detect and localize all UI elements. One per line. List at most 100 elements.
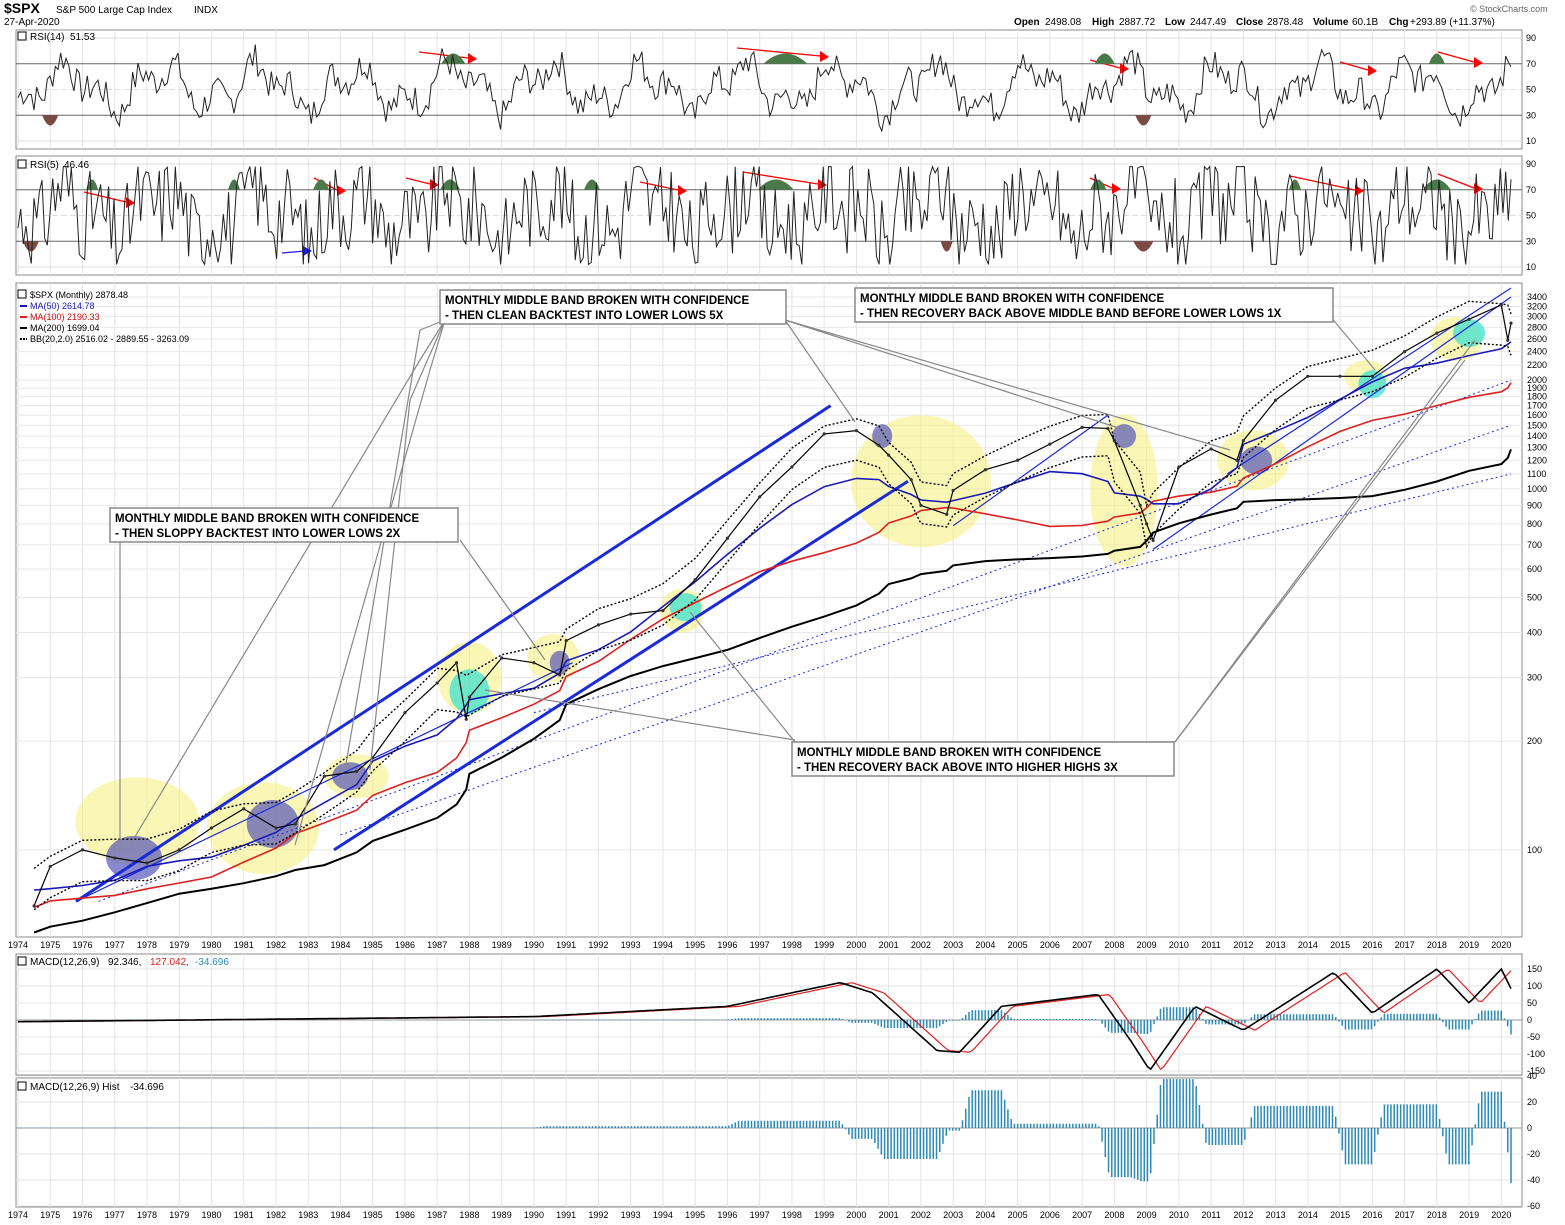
callout-clean-backtest: MONTHLY MIDDLE BAND BROKEN WITH CONFIDEN…: [439, 289, 787, 325]
callout-box: [854, 287, 1334, 323]
x-tick-label: 2002: [911, 940, 931, 950]
overbought-fill: [440, 179, 461, 190]
y-tick-label: 30: [1526, 110, 1536, 120]
rsi5-label: RSI(5): [30, 160, 59, 171]
x-tick-label: 1988: [459, 1210, 479, 1220]
price-point: [596, 623, 601, 627]
callout-box: [439, 289, 787, 325]
trend-line: [1226, 287, 1512, 475]
divergence-arrow-icon: [1474, 183, 1483, 194]
price-point: [274, 826, 278, 830]
x-tick-label: 1997: [750, 940, 770, 950]
rsi14-value: 51.53: [70, 32, 95, 43]
price-point: [32, 904, 36, 908]
y-tick-label: -150: [1527, 1066, 1545, 1076]
macd-label-group: MACD(12,26,9) 92.346, 127.042, -34.696: [17, 956, 229, 968]
y-tick-label: 10: [1526, 262, 1536, 272]
macd-value2: 127.042,: [150, 957, 189, 968]
y-tick-label: 0: [1527, 1123, 1532, 1133]
price-point: [354, 769, 359, 773]
rsi14-toggle-icon[interactable]: [17, 31, 27, 41]
x-tick-label: 1974: [8, 940, 28, 950]
divergence-line: [1437, 173, 1475, 189]
x-tick-label: 2020: [1491, 1210, 1511, 1220]
x-tick-label: 1975: [40, 1210, 60, 1220]
macd-value1: 92.346,: [108, 957, 141, 968]
x-tick-label: 2016: [1362, 1210, 1382, 1220]
rsi5-toggle-icon[interactable]: [17, 159, 27, 169]
callout-sloppy-backtest: MONTHLY MIDDLE BAND BROKEN WITH CONFIDEN…: [109, 507, 459, 543]
overbought-fill: [583, 179, 600, 190]
trend-line: [98, 379, 1512, 902]
x-tick-label: 2020: [1491, 940, 1511, 950]
x-tick-label: 1985: [363, 1210, 383, 1220]
price-legend: $SPX (Monthly) 2878.48 MA(50) 2614.78 MA…: [17, 289, 189, 344]
x-tick-label: 2019: [1459, 1210, 1479, 1220]
x-tick-label: 1982: [266, 1210, 286, 1220]
price-point: [242, 807, 246, 811]
highlight-ellipse: [549, 650, 570, 675]
callout-line2: - THEN RECOVERY BACK ABOVE MIDDLE BAND B…: [860, 308, 1282, 320]
y-tick-label: 90: [1526, 33, 1536, 43]
price-point: [1209, 447, 1213, 451]
price-toggle-icon[interactable]: [17, 289, 27, 299]
trend-line: [333, 479, 909, 852]
y-tick-label: 2200: [1527, 360, 1547, 370]
highlight-ellipse: [1358, 370, 1387, 399]
x-tick-label: 1977: [105, 1210, 125, 1220]
x-tick-label: 2007: [1072, 1210, 1092, 1220]
divergence-line: [1089, 59, 1121, 69]
volume-value: 60.1B: [1352, 17, 1378, 28]
rsi14-label-group: RSI(14) 51.53: [17, 31, 95, 43]
trend-line: [952, 414, 1109, 527]
x-tick-label: 2018: [1427, 1210, 1447, 1220]
y-tick-label: 600: [1527, 564, 1542, 574]
macd-toggle-icon[interactable]: [17, 956, 27, 966]
x-tick-label: 1981: [234, 1210, 254, 1220]
x-tick-label: 2003: [943, 1210, 963, 1220]
x-tick-label: 2001: [879, 940, 899, 950]
highlight-ellipse: [1090, 414, 1159, 567]
price-point: [909, 478, 913, 482]
legend-ma50: MA(50) 2614.78: [30, 301, 95, 311]
x-tick-label: 2006: [1040, 940, 1060, 950]
price-point: [1106, 426, 1110, 431]
x-tick-label: 1996: [717, 1210, 737, 1220]
price-point: [951, 488, 955, 493]
price-point: [945, 512, 949, 516]
hist-panel: [15, 1077, 1523, 1208]
x-tick-label: 2004: [975, 940, 995, 950]
divergence-arrow-icon: [1368, 65, 1377, 76]
chart-date: 27-Apr-2020: [4, 17, 60, 28]
callout-line2: - THEN CLEAN BACKTEST INTO LOWER LOWS 5X: [445, 310, 724, 322]
macd-value3: -34.696: [195, 957, 229, 968]
overbought-fill: [1094, 53, 1115, 64]
pointer-3b: [459, 539, 546, 661]
hist-toggle-icon[interactable]: [17, 1081, 27, 1091]
y-tick-label: 400: [1527, 628, 1542, 638]
trend-line: [75, 404, 832, 903]
x-tick-label: 1977: [105, 940, 125, 950]
x-tick-label: 1992: [588, 940, 608, 950]
high-value: 2887.72: [1119, 17, 1156, 28]
x-axis-years-bottom: 1974 1975 1976 1977 1978 1979 1980 1981 1982 1983…: [8, 1210, 1511, 1220]
divergence-arrow-icon: [1474, 57, 1483, 68]
x-tick-label: 2015: [1330, 1210, 1350, 1220]
x-tick-label: 2019: [1459, 940, 1479, 950]
price-point: [454, 661, 459, 665]
x-tick-label: 1990: [524, 1210, 544, 1220]
x-tick-label: 2010: [1169, 1210, 1189, 1220]
highlight-ellipse: [850, 415, 991, 548]
y-tick-label: 1000: [1527, 484, 1547, 494]
price-point: [1402, 349, 1407, 354]
x-tick-label: 1980: [201, 940, 221, 950]
y-tick-label: -100: [1527, 1049, 1545, 1059]
x-tick-label: 2009: [1137, 1210, 1157, 1220]
low-label: Low: [1165, 17, 1185, 28]
price-point: [1467, 317, 1471, 321]
x-tick-label: 2012: [1233, 940, 1253, 950]
y-tick-label: 50: [1526, 211, 1536, 221]
rsi14-label: RSI(14): [30, 32, 64, 43]
x-tick-label: 1984: [330, 940, 350, 950]
